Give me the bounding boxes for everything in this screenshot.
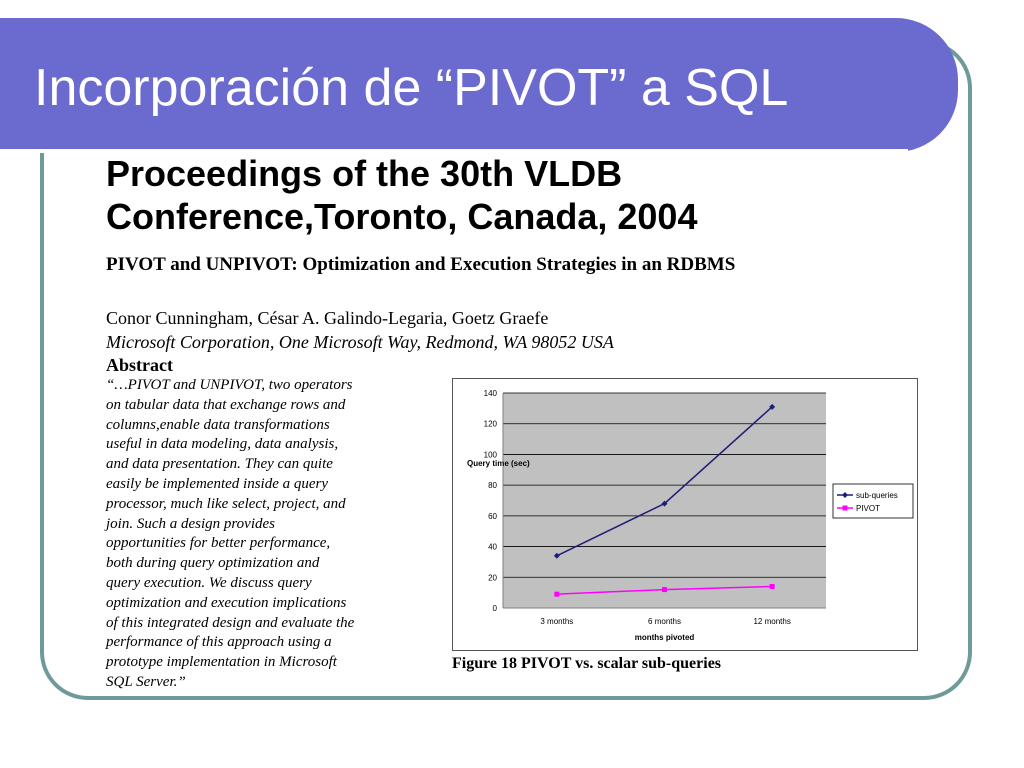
y-tick-label: 80 [488,481,497,490]
y-tick-label: 40 [488,543,497,552]
abstract-line: “…PIVOT and UNPIVOT, two operators [106,377,353,393]
abstract-line: prototype implementation in Microsoft [106,654,337,671]
plot-area [503,393,826,608]
data-point-PIVOT [554,591,560,597]
abstract-line: useful in data modeling, data analysis, [106,436,339,453]
data-point-sub-queries [661,500,668,507]
figure-caption: Figure 18 PIVOT vs. scalar sub-queries [452,655,722,672]
data-point-PIVOT [769,584,775,589]
legend-label: PIVOT [856,504,880,513]
conference-heading-line-1: Proceedings of the 30th VLDB [106,153,623,194]
legend-box [832,483,914,519]
x-tick-label: 12 months [753,617,790,626]
data-point-sub-queries [553,552,560,559]
y-tick-label: 60 [488,512,497,521]
figure-chart: 0 20 40 60 80 100 120 140 3 months 6 months 12 mon… [452,378,918,651]
abstract-line: columns,enable data transformations [106,416,330,433]
paper-authors: Conor Cunningham, César A. Galindo-Legar… [106,308,549,328]
data-point-PIVOT [662,587,667,593]
abstract-line: performance of this approach using a [106,634,332,651]
title-underline [0,149,908,153]
abstract-text: “…PIVOT and UNPIVOT, two operators on ta… [106,376,432,693]
abstract-line: processor, much like select, project, an… [106,495,346,512]
abstract-line: query execution. We discuss query [106,574,312,591]
abstract-line: of this integrated design and evaluate t… [106,614,355,631]
legend-label: sub-queries [856,491,898,500]
abstract-line: join. Such a design provides [106,515,276,532]
abstract-line: opportunities for better performance, [106,535,331,552]
abstract-label: Abstract [106,355,173,375]
paper-title: PIVOT and UNPIVOT: Optimization and Exec… [106,254,736,275]
y-tick-label: 0 [493,604,498,613]
abstract-line: and data presentation. They can quite [106,456,333,473]
x-axis-title: months pivoted [635,633,695,642]
abstract-line: optimization and execution implications [106,594,347,611]
abstract-line: SQL Server.” [106,673,186,690]
title-bar: Incorporación de “PIVOT” a SQL [0,18,958,153]
conference-heading-line-2: Conference,Toronto, Canada, 2004 [106,196,698,237]
y-axis-title: Query time (sec) [467,459,530,468]
x-tick-label: 3 months [540,617,573,626]
abstract-line: both during query optimization and [106,555,320,572]
abstract-line: easily be implemented inside a query [106,475,329,492]
data-point-sub-queries [769,403,776,410]
conference-heading: Proceedings of the 30th VLDB Conference,… [106,152,697,238]
legend-marker [842,505,848,511]
slide-title: Incorporación de “PIVOT” a SQL [34,59,789,117]
y-tick-label: 20 [488,573,497,582]
legend-marker [842,492,848,498]
abstract-line: on tabular data that exchange rows and [106,396,346,413]
y-tick-label: 120 [484,420,498,429]
y-tick-label: 100 [484,450,498,459]
paper-affiliation: Microsoft Corporation, One Microsoft Way… [106,332,614,352]
x-tick-label: 6 months [648,617,681,626]
line-chart: 0 20 40 60 80 100 120 140 3 months 6 months 12 mon… [467,389,914,642]
y-tick-label: 140 [484,389,498,398]
